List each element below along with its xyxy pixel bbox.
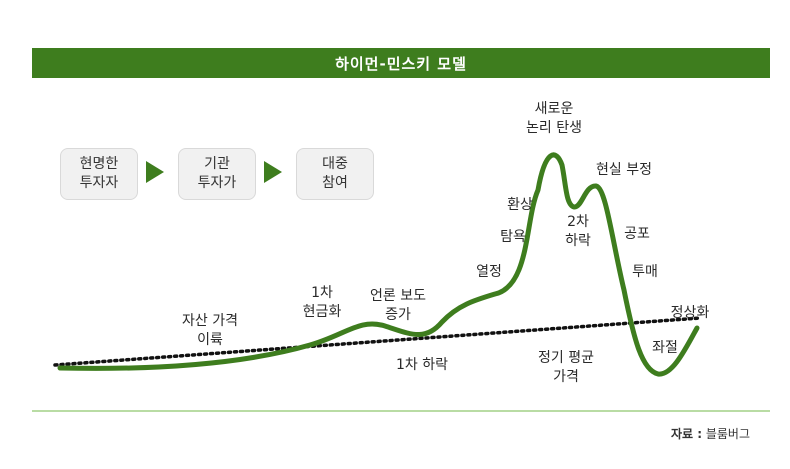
divider	[32, 410, 770, 412]
label-line: 가격	[553, 369, 579, 385]
label-illusion: 환상	[507, 197, 533, 213]
label-line: 자산 가격	[182, 313, 238, 329]
arrow-right-icon	[146, 161, 164, 183]
stage-institutional-investors: 기관 투자가	[178, 148, 256, 200]
label-drop-2: 2차 하락	[565, 213, 591, 251]
source-name: 블룸버그	[705, 427, 750, 441]
source-label: 자료 :	[670, 427, 702, 441]
label-fear: 공포	[624, 226, 650, 242]
stage-label: 투자자	[79, 175, 119, 191]
diagram-title: 하이먼-민스키 모델	[32, 48, 770, 78]
label-line: 증가	[385, 307, 411, 323]
label-mean-price: 정기 평균 가격	[538, 349, 594, 387]
stage-public: 대중 참여	[296, 148, 374, 200]
price-curve	[57, 152, 700, 377]
label-cash-out-1: 1차 현금화	[303, 284, 342, 322]
label-drop-1: 1차 하락	[396, 357, 448, 373]
stage-label: 현명한	[79, 156, 119, 172]
label-line: 새로운	[534, 101, 574, 117]
stage-label: 대중	[322, 156, 348, 172]
stage-smart-investors: 현명한 투자자	[60, 148, 138, 200]
label-line: 1차	[311, 285, 333, 301]
label-line: 이륙	[197, 332, 223, 348]
label-greed: 탐욕	[500, 229, 526, 245]
stage-label: 투자가	[197, 175, 237, 191]
mean-price-line	[53, 316, 702, 367]
label-line: 하락	[565, 233, 591, 249]
label-line: 2차	[567, 214, 589, 230]
stage-label: 참여	[322, 175, 348, 191]
source-note: 자료 : 블룸버그	[671, 425, 750, 442]
label-capitulation: 투매	[632, 264, 658, 280]
label-enthusiasm: 열정	[476, 264, 502, 280]
label-despair: 좌절	[652, 340, 678, 356]
label-normalization: 정상화	[670, 305, 710, 321]
stage-label: 기관	[204, 156, 230, 172]
label-media: 언론 보도 증가	[370, 287, 426, 325]
arrow-right-icon	[264, 161, 282, 183]
label-line: 언론 보도	[370, 288, 426, 304]
label-new-paradigm: 새로운 논리 탄생	[526, 100, 582, 138]
label-denial: 현실 부정	[596, 162, 652, 178]
label-asset-rise: 자산 가격 이륙	[182, 312, 238, 350]
label-line: 논리 탄생	[526, 120, 582, 136]
label-line: 정기 평균	[538, 350, 594, 366]
label-line: 현금화	[302, 304, 342, 320]
